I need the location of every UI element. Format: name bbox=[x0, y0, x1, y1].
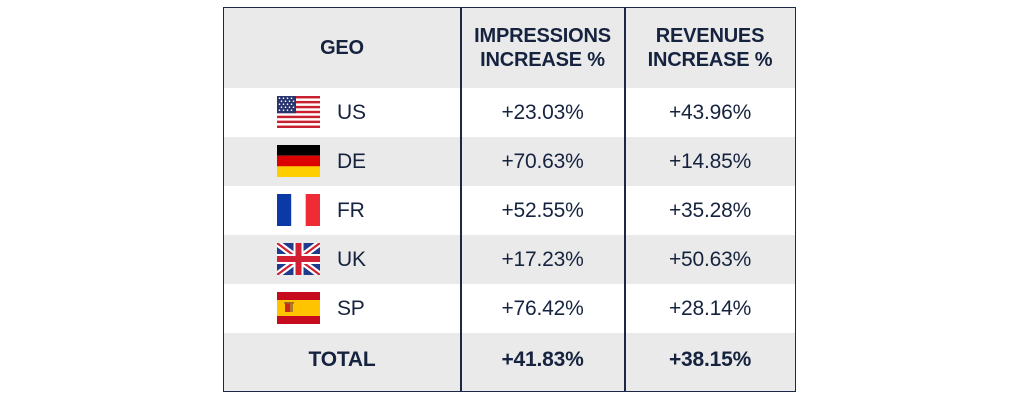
geo-label: UK bbox=[337, 247, 366, 271]
table-total-row: TOTAL +41.83% +38.15% bbox=[224, 333, 795, 391]
total-revenues-value: +38.15% bbox=[668, 348, 752, 371]
revenues-value: +43.96% bbox=[668, 100, 752, 124]
header-geo: GEO bbox=[224, 8, 460, 88]
geo-label: FR bbox=[337, 198, 365, 222]
revenues-value: +35.28% bbox=[668, 198, 752, 222]
impressions-value: +17.23% bbox=[501, 247, 584, 271]
header-impressions-line2: INCREASE % bbox=[480, 49, 605, 71]
table-row: US +23.03% +43.96% bbox=[224, 88, 795, 137]
header-geo-label: GEO bbox=[320, 37, 364, 59]
table-row: FR +52.55% +35.28% bbox=[224, 186, 795, 235]
geo-label: US bbox=[337, 100, 366, 124]
header-revenues-line1: REVENUES bbox=[655, 25, 765, 47]
header-impressions: IMPRESSIONS INCREASE % bbox=[461, 8, 624, 88]
geo-label: DE bbox=[337, 149, 366, 173]
impressions-value: +70.63% bbox=[501, 149, 584, 173]
geo-label: SP bbox=[337, 296, 365, 320]
table-row: UK +17.23% +50.63% bbox=[224, 235, 795, 284]
revenues-value: +28.14% bbox=[668, 296, 752, 320]
total-impressions-value: +41.83% bbox=[501, 348, 584, 371]
impressions-value: +52.55% bbox=[501, 198, 584, 222]
total-label: TOTAL bbox=[308, 348, 376, 371]
impressions-value: +76.42% bbox=[501, 296, 584, 320]
header-impressions-line1: IMPRESSIONS bbox=[474, 25, 611, 47]
fr-flag-icon bbox=[277, 194, 320, 226]
column-divider bbox=[460, 8, 462, 391]
table-header-row: GEO IMPRESSIONS INCREASE % REVENUES INCR… bbox=[224, 8, 795, 88]
us-flag-icon bbox=[277, 96, 320, 128]
data-table: GEO IMPRESSIONS INCREASE % REVENUES INCR… bbox=[223, 7, 796, 392]
uk-flag-icon bbox=[277, 243, 320, 275]
column-divider bbox=[624, 8, 626, 391]
table-row: DE +70.63% +14.85% bbox=[224, 137, 795, 186]
revenues-value: +14.85% bbox=[668, 149, 752, 173]
revenues-value: +50.63% bbox=[668, 247, 752, 271]
de-flag-icon bbox=[277, 145, 320, 177]
sp-flag-icon bbox=[277, 292, 320, 324]
table-row: SP +76.42% +28.14% bbox=[224, 284, 795, 333]
impressions-value: +23.03% bbox=[501, 100, 584, 124]
header-revenues-line2: INCREASE % bbox=[647, 49, 773, 71]
header-revenues: REVENUES INCREASE % bbox=[625, 8, 795, 88]
